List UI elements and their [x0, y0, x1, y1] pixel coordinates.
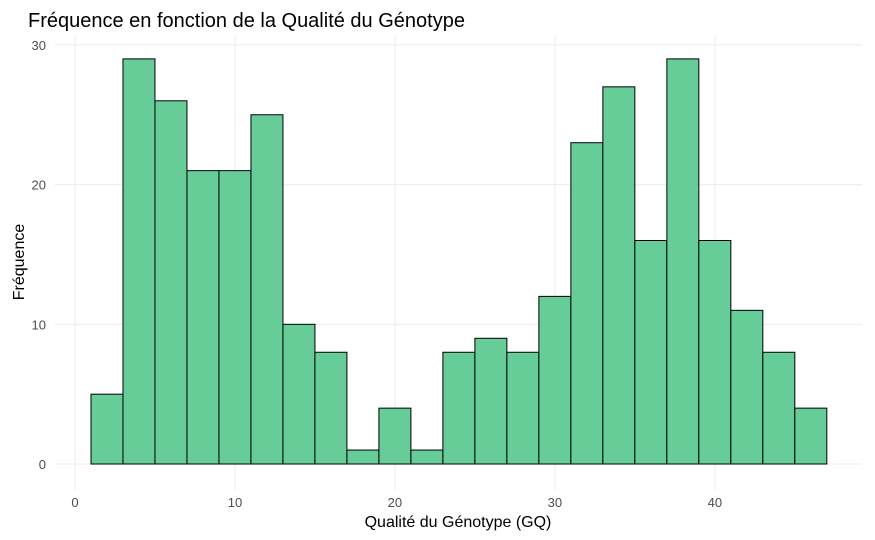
bar	[410, 449, 444, 465]
y-tick-label: 20	[32, 178, 46, 193]
x-tick-label: 10	[228, 495, 242, 510]
bar	[218, 170, 252, 465]
bar	[634, 239, 668, 465]
bar	[602, 86, 636, 465]
bar	[154, 100, 188, 465]
bar	[250, 114, 284, 465]
bar	[794, 407, 828, 465]
bar	[186, 170, 220, 465]
bar	[346, 449, 380, 465]
x-tick-label: 20	[388, 495, 402, 510]
x-tick-label: 40	[708, 495, 722, 510]
chart-title: Fréquence en fonction de la Qualité du G…	[28, 10, 465, 32]
bar	[90, 393, 124, 465]
bar	[762, 351, 796, 465]
bar	[698, 239, 732, 465]
x-axis-label: Qualité du Génotype (GQ)	[365, 514, 552, 531]
x-tick-label: 30	[548, 495, 562, 510]
bar	[122, 58, 156, 465]
y-tick-label: 0	[39, 457, 46, 472]
bar	[570, 142, 604, 465]
bar	[474, 337, 508, 465]
bar	[730, 309, 764, 465]
bar	[442, 351, 476, 465]
y-axis-label: Fréquence	[11, 224, 28, 301]
bar	[314, 351, 348, 465]
y-tick-label: 30	[32, 38, 46, 53]
bar	[666, 58, 700, 465]
bar	[378, 407, 412, 465]
bar	[282, 323, 316, 465]
bar	[506, 351, 540, 465]
x-tick-label: 0	[71, 495, 78, 510]
y-tick-label: 10	[32, 317, 46, 332]
bar	[538, 295, 572, 465]
